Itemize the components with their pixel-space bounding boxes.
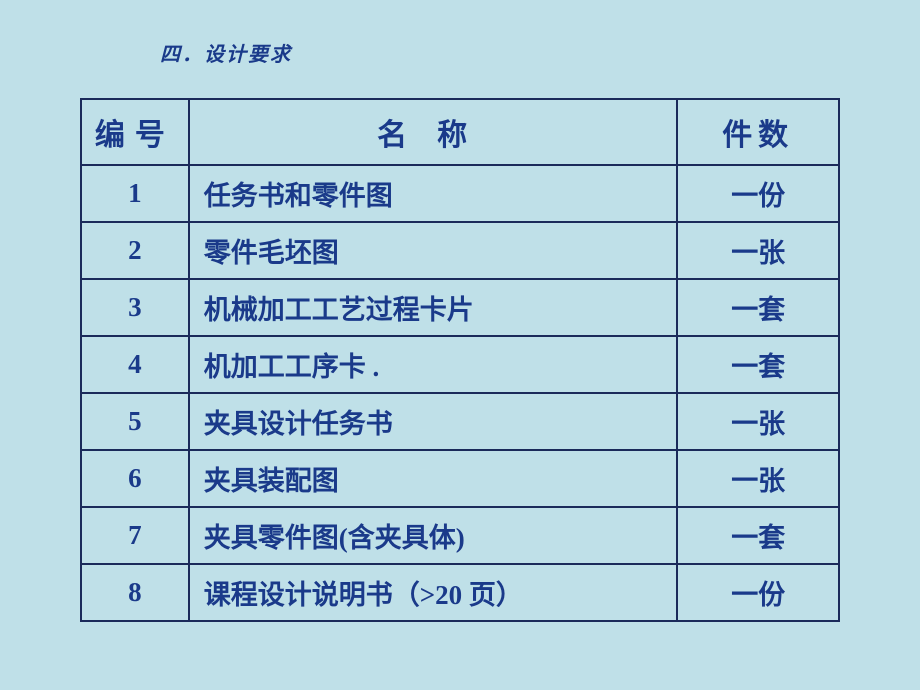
table-row: 1 任务书和零件图 一份: [81, 165, 839, 222]
cell-name: 课程设计说明书（>20 页）: [189, 564, 678, 621]
cell-number: 8: [81, 564, 189, 621]
cell-name: 机加工工序卡 .: [189, 336, 678, 393]
table-row: 8 课程设计说明书（>20 页） 一份: [81, 564, 839, 621]
col-header-name: 名称: [189, 99, 678, 165]
cell-quantity: 一张: [677, 450, 839, 507]
cell-number: 1: [81, 165, 189, 222]
cell-quantity: 一份: [677, 564, 839, 621]
cell-name: 任务书和零件图: [189, 165, 678, 222]
cell-quantity: 一份: [677, 165, 839, 222]
col-header-quantity: 件数: [677, 99, 839, 165]
cell-name: 夹具零件图(含夹具体): [189, 507, 678, 564]
cell-name: 夹具设计任务书: [189, 393, 678, 450]
cell-name: 零件毛坯图: [189, 222, 678, 279]
table-header-row: 编号 名称 件数: [81, 99, 839, 165]
cell-number: 6: [81, 450, 189, 507]
table-row: 6 夹具装配图 一张: [81, 450, 839, 507]
cell-number: 4: [81, 336, 189, 393]
cell-number: 5: [81, 393, 189, 450]
cell-name: 机械加工工艺过程卡片: [189, 279, 678, 336]
requirements-table: 编号 名称 件数 1 任务书和零件图 一份 2 零件毛坯图 一张 3 机械加工工…: [80, 98, 840, 622]
cell-quantity: 一套: [677, 336, 839, 393]
table-row: 7 夹具零件图(含夹具体) 一套: [81, 507, 839, 564]
cell-quantity: 一张: [677, 222, 839, 279]
col-header-number: 编号: [81, 99, 189, 165]
cell-number: 3: [81, 279, 189, 336]
requirements-table-container: 编号 名称 件数 1 任务书和零件图 一份 2 零件毛坯图 一张 3 机械加工工…: [80, 98, 840, 622]
table-row: 4 机加工工序卡 . 一套: [81, 336, 839, 393]
cell-quantity: 一张: [677, 393, 839, 450]
table-row: 3 机械加工工艺过程卡片 一套: [81, 279, 839, 336]
table-row: 2 零件毛坯图 一张: [81, 222, 839, 279]
cell-number: 7: [81, 507, 189, 564]
cell-quantity: 一套: [677, 507, 839, 564]
section-heading: 四．设计要求: [160, 38, 292, 67]
cell-number: 2: [81, 222, 189, 279]
cell-name: 夹具装配图: [189, 450, 678, 507]
table-body: 1 任务书和零件图 一份 2 零件毛坯图 一张 3 机械加工工艺过程卡片 一套 …: [81, 165, 839, 621]
table-row: 5 夹具设计任务书 一张: [81, 393, 839, 450]
cell-quantity: 一套: [677, 279, 839, 336]
